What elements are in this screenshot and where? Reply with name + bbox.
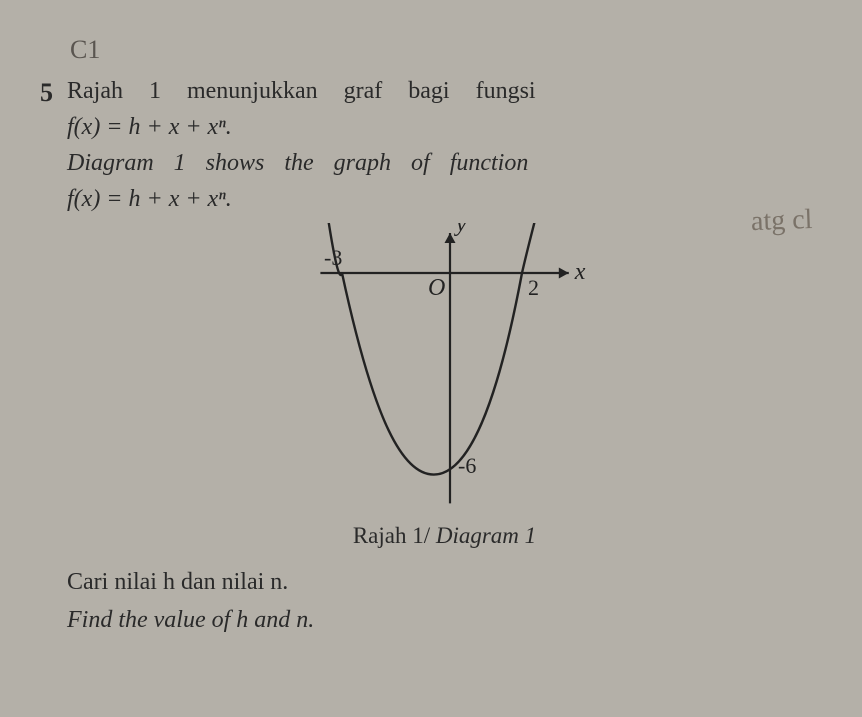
handwritten-annotation-top: C1 [70, 30, 822, 69]
question-formula-en: f(x) = h + x + xⁿ. [67, 181, 822, 217]
question-number: 5 [40, 73, 53, 112]
prompt-en-text: Find the value of h and n. [67, 607, 314, 633]
question-block: 5 Rajah 1 menunjukkan graf bagi fungsi f… [40, 73, 822, 638]
svg-text:y: y [454, 223, 467, 237]
prompt-ms: Cari nilai h dan nilai n. [67, 564, 822, 600]
caption-en: Diagram 1 [430, 523, 536, 548]
question-body: Rajah 1 menunjukkan graf bagi fungsi f(x… [67, 73, 822, 638]
question-text-ms: Rajah 1 menunjukkan graf bagi fungsi [67, 73, 822, 109]
caption-ms: Rajah 1/ [353, 523, 430, 548]
diagram-container: yxO-32-6 [67, 223, 822, 513]
svg-text:x: x [573, 259, 585, 285]
svg-text:-6: -6 [458, 453, 476, 478]
function-graph: yxO-32-6 [275, 223, 615, 513]
svg-text:O: O [428, 275, 445, 301]
svg-text:2: 2 [528, 275, 539, 300]
diagram-caption: Rajah 1/ Diagram 1 [67, 519, 822, 554]
prompt-en: Find the value of h and n. [67, 602, 822, 638]
question-text-en: Diagram 1 shows the graph of function [67, 145, 822, 181]
prompt-ms-text: Cari nilai h dan nilai n. [67, 569, 288, 595]
question-formula-ms: f(x) = h + x + xⁿ. [67, 109, 822, 145]
handwritten-annotation-right: atg cl [750, 199, 813, 243]
